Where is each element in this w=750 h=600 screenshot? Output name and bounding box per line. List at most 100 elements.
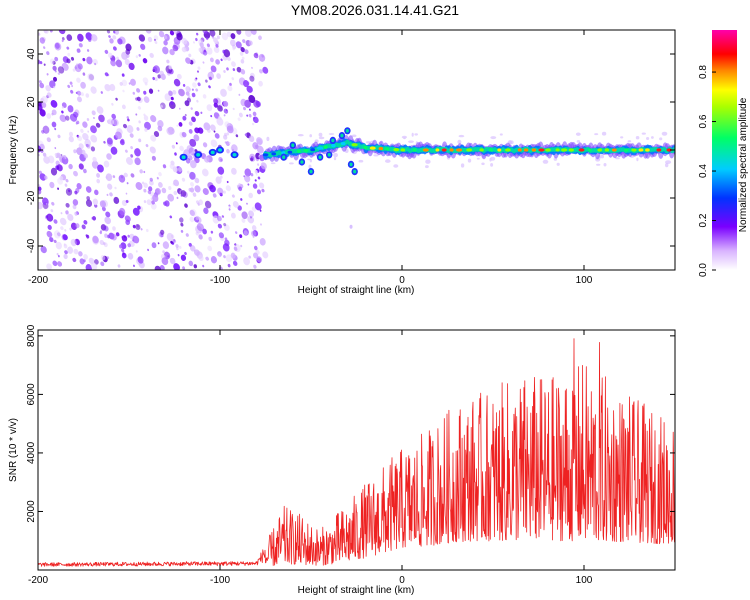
noise-speck bbox=[147, 248, 150, 252]
signal-blob-core bbox=[331, 138, 335, 143]
noise-speck bbox=[250, 156, 254, 161]
signal-peak bbox=[604, 148, 610, 152]
noise-speck bbox=[189, 209, 195, 216]
noise-speck bbox=[149, 52, 154, 58]
noise-speck bbox=[66, 46, 70, 50]
noise-speck bbox=[52, 65, 57, 71]
noise-speck bbox=[490, 156, 496, 161]
noise-speck bbox=[154, 40, 158, 45]
noise-speck bbox=[62, 234, 68, 241]
signal-blob-core bbox=[300, 160, 304, 164]
signal-blob-core bbox=[282, 155, 286, 159]
noise-speck bbox=[148, 88, 154, 94]
noise-speck bbox=[351, 134, 357, 138]
noise-speck bbox=[194, 185, 201, 193]
noise-speck bbox=[61, 110, 64, 114]
noise-speck bbox=[252, 142, 259, 150]
colorbar-tick-label: 0.2 bbox=[698, 213, 709, 227]
noise-speck bbox=[56, 164, 63, 172]
noise-speck bbox=[216, 35, 220, 40]
noise-speck bbox=[252, 183, 258, 189]
noise-speck bbox=[122, 89, 125, 93]
noise-speck bbox=[212, 215, 220, 224]
noise-speck bbox=[75, 223, 80, 229]
noise-speck bbox=[140, 228, 143, 231]
noise-speck bbox=[216, 215, 222, 222]
noise-speck bbox=[67, 213, 74, 221]
noise-speck bbox=[72, 257, 77, 263]
noise-speck bbox=[169, 215, 173, 219]
snr-series-line bbox=[38, 338, 675, 567]
signal-peak bbox=[384, 147, 390, 151]
noise-speck bbox=[601, 131, 607, 136]
noise-speck bbox=[116, 199, 119, 202]
noise-speck bbox=[185, 157, 191, 164]
noise-speck bbox=[133, 264, 135, 267]
spectrogram-ytick-label: 40 bbox=[26, 48, 37, 60]
noise-speck bbox=[113, 196, 120, 204]
noise-speck bbox=[254, 179, 257, 182]
noise-speck bbox=[136, 127, 140, 131]
noise-speck bbox=[112, 175, 116, 179]
noise-speck bbox=[253, 52, 259, 59]
noise-speck bbox=[51, 121, 57, 128]
noise-speck bbox=[481, 162, 485, 166]
noise-speck bbox=[212, 193, 217, 198]
noise-speck bbox=[176, 124, 179, 127]
noise-speck bbox=[52, 76, 58, 82]
noise-speck bbox=[186, 170, 190, 174]
noise-speck bbox=[308, 164, 312, 169]
noise-speck bbox=[92, 216, 97, 221]
noise-speck bbox=[144, 121, 151, 130]
noise-speck bbox=[198, 254, 204, 262]
noise-speck bbox=[224, 237, 228, 241]
noise-speck bbox=[78, 143, 84, 149]
signal-peak bbox=[479, 148, 484, 152]
noise-speck bbox=[53, 239, 57, 244]
noise-speck bbox=[309, 134, 313, 138]
noise-speck bbox=[67, 84, 71, 89]
noise-speck bbox=[162, 241, 170, 249]
spectrogram-xtick-label: -100 bbox=[210, 275, 230, 286]
noise-speck bbox=[194, 110, 200, 117]
signal-blob-core bbox=[353, 169, 357, 174]
noise-speck bbox=[258, 182, 265, 189]
noise-speck bbox=[170, 160, 175, 166]
noise-speck bbox=[80, 92, 84, 97]
noise-speck bbox=[129, 133, 134, 138]
signal-peak bbox=[656, 148, 662, 152]
signal-peak bbox=[578, 148, 585, 152]
noise-speck bbox=[215, 59, 220, 65]
noise-speck bbox=[248, 135, 255, 143]
noise-speck bbox=[179, 217, 184, 223]
noise-speck bbox=[251, 225, 257, 231]
noise-speck bbox=[151, 200, 155, 205]
noise-speck bbox=[155, 187, 161, 195]
noise-speck bbox=[208, 85, 211, 89]
noise-speck bbox=[217, 187, 224, 195]
noise-speck bbox=[123, 172, 128, 178]
noise-speck bbox=[132, 207, 140, 216]
noise-speck bbox=[74, 190, 78, 195]
noise-speck bbox=[258, 69, 263, 74]
noise-speck bbox=[110, 233, 117, 241]
noise-speck bbox=[192, 153, 195, 156]
noise-speck bbox=[180, 222, 184, 227]
noise-speck bbox=[231, 194, 235, 198]
noise-speck bbox=[259, 238, 266, 246]
noise-speck bbox=[223, 224, 230, 231]
noise-speck bbox=[115, 59, 123, 68]
signal-peak bbox=[597, 148, 602, 152]
noise-speck bbox=[226, 148, 230, 154]
noise-speck bbox=[149, 146, 156, 154]
noise-speck bbox=[665, 163, 669, 168]
noise-speck bbox=[173, 78, 181, 87]
noise-speck bbox=[170, 96, 174, 101]
noise-speck bbox=[176, 247, 179, 251]
noise-speck bbox=[202, 264, 205, 268]
noise-speck bbox=[85, 93, 90, 98]
noise-speck bbox=[218, 253, 222, 258]
noise-speck bbox=[230, 212, 236, 219]
signal-peak bbox=[489, 148, 493, 152]
noise-speck bbox=[83, 219, 88, 225]
